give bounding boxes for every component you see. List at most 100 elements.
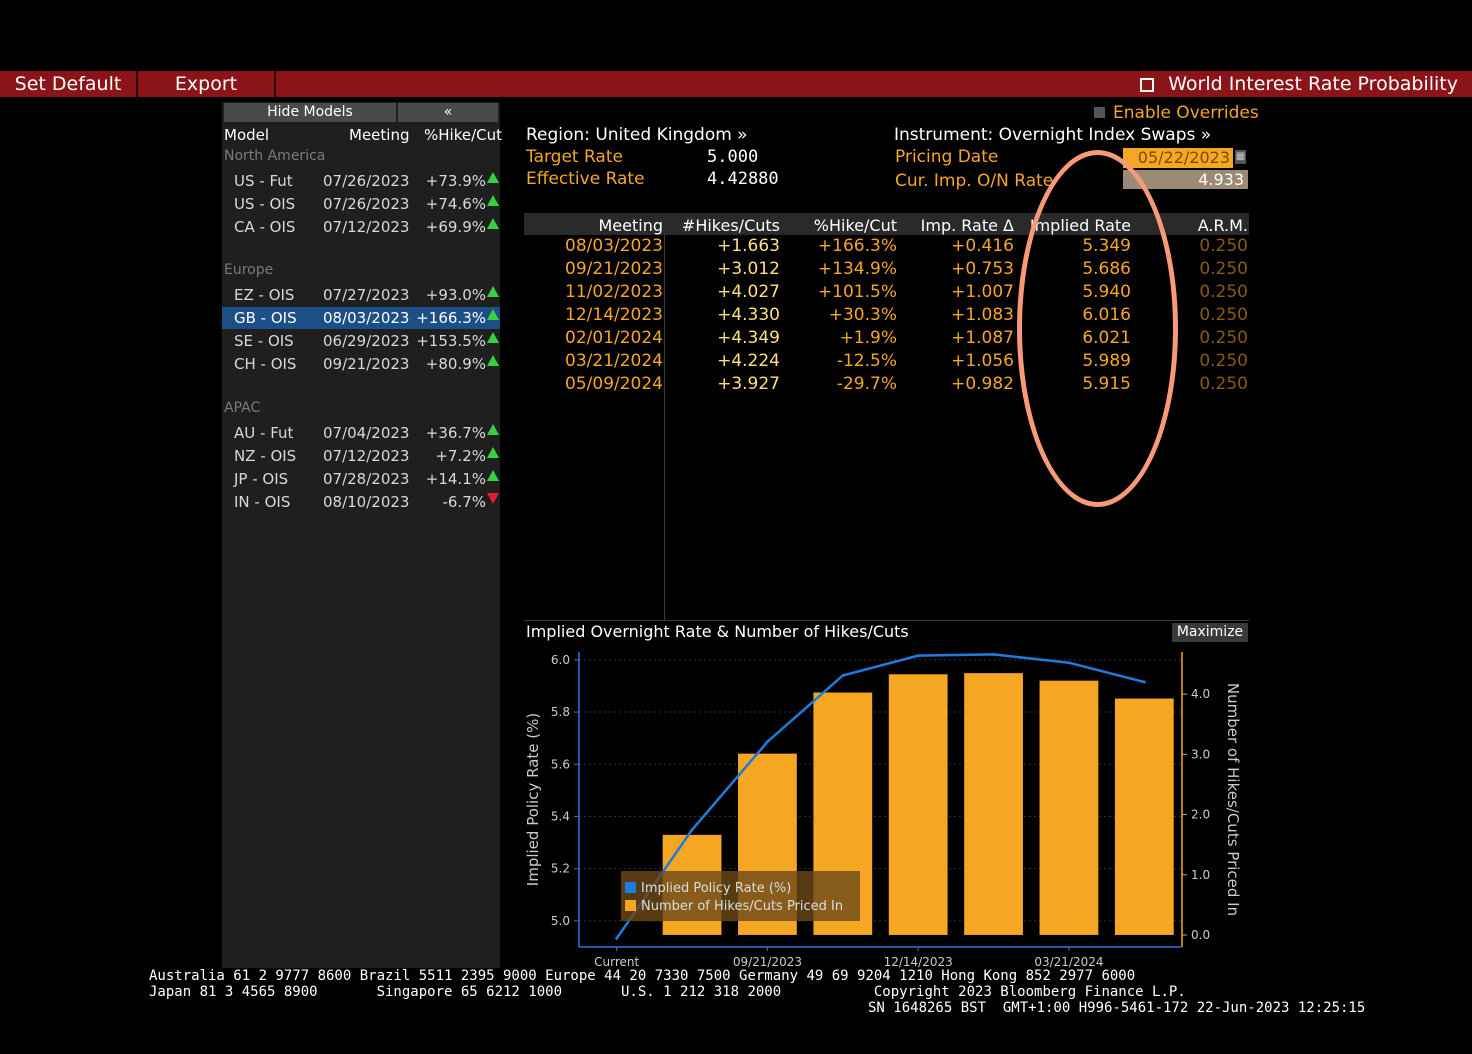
- left-axis-label: Implied Policy Rate (%): [524, 713, 542, 886]
- hikes-bar[interactable]: [888, 674, 948, 935]
- cur-imp-rate-label: Cur. Imp. O/N Rate: [895, 171, 1054, 191]
- model-row[interactable]: CH - OIS 09/21/2023 +80.9%: [222, 353, 500, 375]
- pct-hike-cut-cell: -12.5%: [836, 351, 897, 371]
- arm-cell: 0.250: [1199, 374, 1248, 394]
- imp-rate-delta-cell: +0.982: [951, 374, 1014, 394]
- x-tick-label: Current: [594, 955, 639, 968]
- instrument-selector[interactable]: Instrument: Overnight Index Swaps »: [894, 125, 1212, 145]
- col-header-meeting[interactable]: Meeting: [349, 126, 410, 144]
- meeting-date: 07/12/2023: [323, 447, 410, 465]
- export-button[interactable]: Export: [174, 73, 238, 95]
- popout-icon[interactable]: [1140, 78, 1155, 92]
- implied-rate-point[interactable]: [841, 673, 845, 677]
- calendar-icon[interactable]: ▦: [1235, 150, 1246, 164]
- table-divider: [524, 620, 1249, 621]
- arrow-up-icon: [487, 172, 499, 183]
- model-name: US - Fut: [234, 172, 293, 190]
- col-header-pct[interactable]: %Hike/Cut: [424, 126, 502, 144]
- model-row[interactable]: JP - OIS 07/28/2023 +14.1%: [222, 468, 500, 490]
- table-row[interactable]: 09/21/2023 +3.012 +134.9% +0.753 5.686 0.250: [524, 259, 1249, 282]
- model-row[interactable]: GB - OIS 08/03/2023 +166.3%: [222, 307, 500, 329]
- pct-hike-cut-cell: +101.5%: [817, 282, 897, 302]
- rate-chart[interactable]: 6.0 5.8 5.6 5.4 5.2 5.0 4.0 3.0 2.0 1.0 0.0 Current…: [524, 644, 1249, 969]
- hike-cut-pct: +166.3%: [416, 309, 486, 327]
- model-row[interactable]: CA - OIS 07/12/2023 +69.9%: [222, 216, 500, 238]
- implied-rate-point[interactable]: [1067, 661, 1071, 665]
- hike-cut-pct: +80.9%: [425, 355, 486, 373]
- pct-hike-cut-cell: +30.3%: [828, 305, 897, 325]
- arrow-up-icon: [487, 447, 499, 458]
- arrow-up-icon: [487, 218, 499, 229]
- arm-cell: 0.250: [1199, 259, 1248, 279]
- hikes-bar[interactable]: [964, 673, 1023, 935]
- collapse-icon[interactable]: «: [398, 103, 498, 122]
- implied-rate-point[interactable]: [916, 654, 920, 658]
- hike-cut-pct: +36.7%: [425, 424, 486, 442]
- set-default-button[interactable]: Set Default: [14, 73, 122, 95]
- hike-cut-pct: +153.5%: [416, 332, 486, 350]
- hike-cut-pct: +93.0%: [425, 286, 486, 304]
- arrow-up-icon: [487, 332, 499, 343]
- hike-cut-pct: +14.1%: [425, 470, 486, 488]
- implied-rate-point[interactable]: [1142, 680, 1146, 684]
- pct-hike-cut-cell: +166.3%: [817, 236, 897, 256]
- hikes-bar[interactable]: [1114, 698, 1174, 935]
- maximize-button[interactable]: Maximize: [1172, 623, 1248, 642]
- target-rate-value: 5.000: [707, 147, 759, 167]
- model-name: GB - OIS: [234, 309, 297, 327]
- meeting-cell: 11/02/2023: [565, 282, 663, 302]
- right-tick-label: 1.0: [1191, 868, 1210, 882]
- column-divider: [664, 235, 665, 621]
- cur-imp-rate-field: 4.933: [1123, 170, 1248, 189]
- right-tick-label: 0.0: [1191, 928, 1210, 942]
- meeting-date: 06/29/2023: [323, 332, 410, 350]
- hide-models-button[interactable]: Hide Models: [224, 103, 396, 122]
- col-header-hikes-cuts[interactable]: #Hikes/Cuts: [681, 216, 780, 235]
- model-row[interactable]: US - OIS 07/26/2023 +74.6%: [222, 193, 500, 215]
- legend-label-bar: Number of Hikes/Cuts Priced In: [641, 899, 843, 914]
- model-row[interactable]: AU - Fut 07/04/2023 +36.7%: [222, 422, 500, 444]
- model-row[interactable]: IN - OIS 08/10/2023 -6.7%: [222, 491, 500, 513]
- group-label: North America: [224, 148, 326, 164]
- meeting-date: 08/03/2023: [323, 309, 410, 327]
- hikes-cuts-cell: +4.027: [717, 282, 780, 302]
- left-tick-label: 5.2: [551, 862, 570, 876]
- model-row[interactable]: SE - OIS 06/29/2023 +153.5%: [222, 330, 500, 352]
- hikes-bar[interactable]: [1039, 680, 1099, 935]
- enable-overrides-checkbox[interactable]: [1094, 107, 1105, 118]
- col-header-imp-rate-delta[interactable]: Imp. Rate Δ: [920, 216, 1014, 235]
- hikes-cuts-cell: +3.927: [717, 374, 780, 394]
- col-header-pct-hike-cut[interactable]: %Hike/Cut: [813, 216, 897, 235]
- implied-rate-point[interactable]: [690, 828, 694, 832]
- implied-rate-point[interactable]: [992, 652, 996, 656]
- window-title-text: World Interest Rate Probability: [1168, 73, 1458, 95]
- pricing-date-field[interactable]: 05/22/2023: [1123, 148, 1233, 168]
- model-row[interactable]: EZ - OIS 07/27/2023 +93.0%: [222, 284, 500, 306]
- implied-rate-point[interactable]: [765, 740, 769, 744]
- col-header-model[interactable]: Model: [224, 126, 270, 144]
- footer-session-line: SN 1648265 BST GMT+1:00 H996-5461-172 22…: [868, 1000, 1366, 1016]
- imp-rate-delta-cell: +1.087: [951, 328, 1014, 348]
- chart-title: Implied Overnight Rate & Number of Hikes…: [526, 622, 909, 641]
- implied-rate-point[interactable]: [615, 936, 619, 940]
- enable-overrides-label[interactable]: Enable Overrides: [1113, 103, 1259, 123]
- region-selector[interactable]: Region: United Kingdom »: [526, 125, 748, 145]
- arm-cell: 0.250: [1199, 305, 1248, 325]
- hikes-cuts-cell: +4.330: [717, 305, 780, 325]
- col-header-meeting[interactable]: Meeting: [598, 216, 663, 235]
- toolbar-divider: [274, 71, 276, 97]
- model-row[interactable]: US - Fut 07/26/2023 +73.9%: [222, 170, 500, 192]
- x-tick-label: 09/21/2023: [733, 955, 802, 968]
- right-tick-label: 4.0: [1191, 687, 1210, 701]
- hikes-cuts-cell: +4.349: [717, 328, 780, 348]
- models-panel: Hide Models « Model Meeting %Hike/Cut No…: [222, 102, 502, 968]
- model-name: AU - Fut: [234, 424, 294, 442]
- meeting-cell: 03/21/2024: [565, 351, 663, 371]
- model-row[interactable]: NZ - OIS 07/12/2023 +7.2%: [222, 445, 500, 467]
- arm-cell: 0.250: [1199, 282, 1248, 302]
- model-name: JP - OIS: [234, 470, 289, 488]
- meeting-cell: 12/14/2023: [565, 305, 663, 325]
- arm-cell: 0.250: [1199, 328, 1248, 348]
- col-header-arm[interactable]: A.R.M.: [1197, 216, 1248, 235]
- model-name: CH - OIS: [234, 355, 297, 373]
